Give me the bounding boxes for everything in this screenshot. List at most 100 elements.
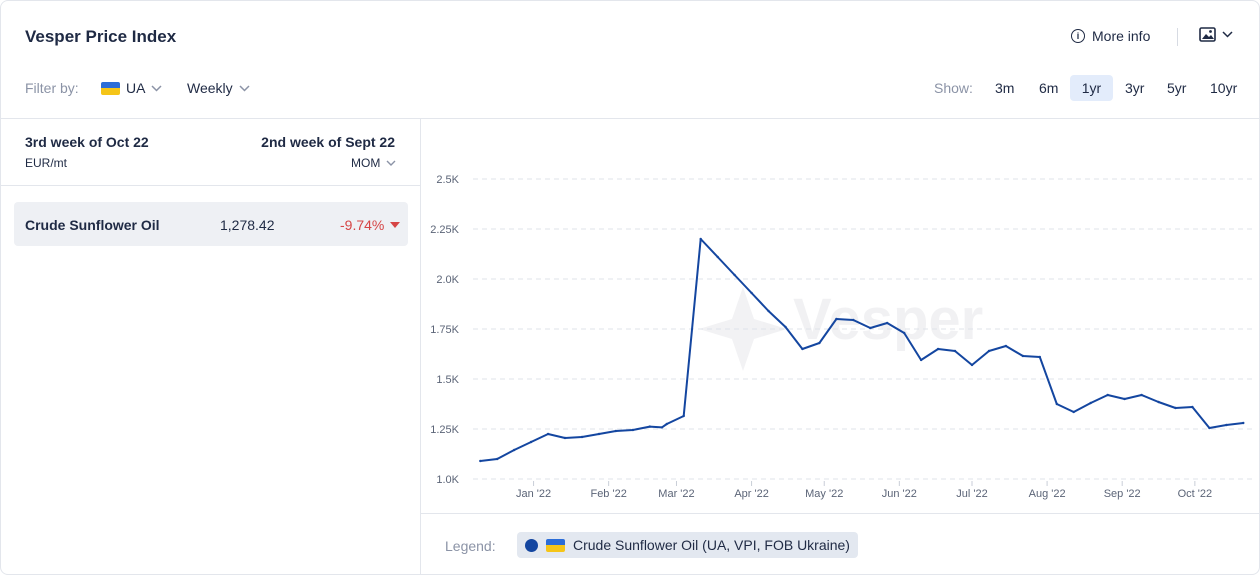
data-point [1004,344,1008,348]
data-point [699,237,702,241]
y-tick-label: 2.0K [436,274,459,286]
legend-label: Legend: [445,538,496,554]
range-1yr[interactable]: 1yr [1070,75,1113,101]
data-point [665,422,668,426]
country-dropdown[interactable]: UA [101,80,162,96]
y-tick-label: 1.25K [430,424,459,436]
commodity-price: 1,278.42 [220,217,275,233]
data-point [1089,401,1092,405]
watermark-text: Vesper [793,287,983,352]
data-point [903,331,906,335]
down-arrow-icon [390,222,401,228]
data-point [1157,400,1160,404]
export-image-button[interactable] [1199,27,1233,42]
x-tick-label: May '22 [805,488,843,500]
chevron-down-icon [239,84,250,92]
x-tick-label: Jan '22 [516,488,551,500]
x-tick-label: Sep '22 [1104,488,1141,500]
data-point [886,321,889,325]
panel-divider [420,118,421,574]
data-point [970,363,974,367]
y-tick-label: 1.0K [436,474,459,486]
y-tick-label: 1.75K [430,324,459,336]
table-row[interactable]: Crude Sunflower Oil 1,278.42 -9.74% [14,202,408,246]
toolbar-divider [1,118,1259,119]
more-info-button[interactable]: i More info [1071,28,1150,44]
legend-item[interactable]: Crude Sunflower Oil (UA, VPI, FOB Ukrain… [517,532,858,558]
price-change: -9.74% [340,217,401,233]
data-point [869,326,872,330]
data-point [1208,426,1211,430]
data-point [682,414,685,418]
data-point [716,255,719,259]
data-point [801,347,804,351]
range-6m[interactable]: 6m [1039,80,1059,96]
y-tick-label: 1.5K [436,374,459,386]
data-point [733,273,736,277]
more-info-label: More info [1092,28,1151,44]
data-point [546,432,550,436]
data-point [648,425,651,428]
x-tick-label: Feb '22 [590,488,626,500]
data-point [1140,393,1143,397]
range-10yr[interactable]: 10yr [1210,80,1238,96]
country-value: UA [126,80,146,96]
data-point [614,429,618,433]
price-line-chart: Vesper 1.0K 1.25K 1.5K 1.75K 2.0K 2.25K 2.5K J… [430,174,1253,500]
commodity-name: Crude Sunflower Oil [25,217,160,233]
ukraine-flag-icon [546,538,565,552]
image-icon [1199,27,1216,42]
x-tick-label: Jul '22 [956,488,987,500]
ukraine-flag-icon [101,81,120,95]
compare-mode-dropdown[interactable]: MOM [351,156,396,170]
data-point [987,349,991,353]
data-point [597,432,601,436]
data-point [660,426,664,429]
data-point [479,459,482,463]
y-axis: 1.0K 1.25K 1.5K 1.75K 2.0K 2.25K 2.5K [430,174,459,486]
price-change-value: -9.74% [340,217,385,233]
compare-mode-value: MOM [351,156,381,170]
legend-series-name: Crude Sunflower Oil (UA, VPI, FOB Ukrain… [573,537,850,553]
legend-divider [421,513,1259,514]
data-point [1123,397,1126,401]
chart-series [479,237,1245,463]
unit-label: EUR/mt [25,156,67,170]
data-point [631,428,635,432]
y-tick-label: 2.25K [430,224,459,236]
show-label: Show: [934,80,973,96]
range-3yr[interactable]: 3yr [1125,80,1145,96]
chart-grid [473,178,1253,480]
chevron-down-icon [151,84,162,92]
x-tick-label: Apr '22 [734,488,769,500]
data-point [750,291,753,295]
x-axis: Jan '22 Feb '22 Mar '22 Apr '22 May '22 Jun '… [516,481,1212,500]
range-3m[interactable]: 3m [995,80,1015,96]
data-point [1191,405,1194,409]
table-header-divider [1,185,420,186]
data-point [513,448,516,452]
x-tick-label: Aug '22 [1029,488,1066,500]
data-point [1072,410,1075,414]
data-point [852,318,855,322]
frequency-dropdown[interactable]: Weekly [187,80,250,96]
data-point [784,325,787,329]
chevron-down-icon [1222,31,1233,38]
data-point [1242,421,1245,425]
x-tick-label: Jun '22 [882,488,917,500]
data-point [936,347,940,351]
frequency-value: Weekly [187,80,233,96]
current-period: 3rd week of Oct 22 [25,134,149,150]
range-5yr[interactable]: 5yr [1167,80,1187,96]
data-point [1055,402,1058,406]
page-title: Vesper Price Index [25,27,177,46]
data-point [1225,423,1228,427]
data-point [835,317,838,321]
chevron-down-icon [386,160,396,166]
info-icon: i [1071,29,1085,43]
data-point [529,440,533,444]
data-point [580,435,584,439]
compare-period: 2nd week of Sept 22 [261,134,395,150]
data-point [1021,354,1025,358]
